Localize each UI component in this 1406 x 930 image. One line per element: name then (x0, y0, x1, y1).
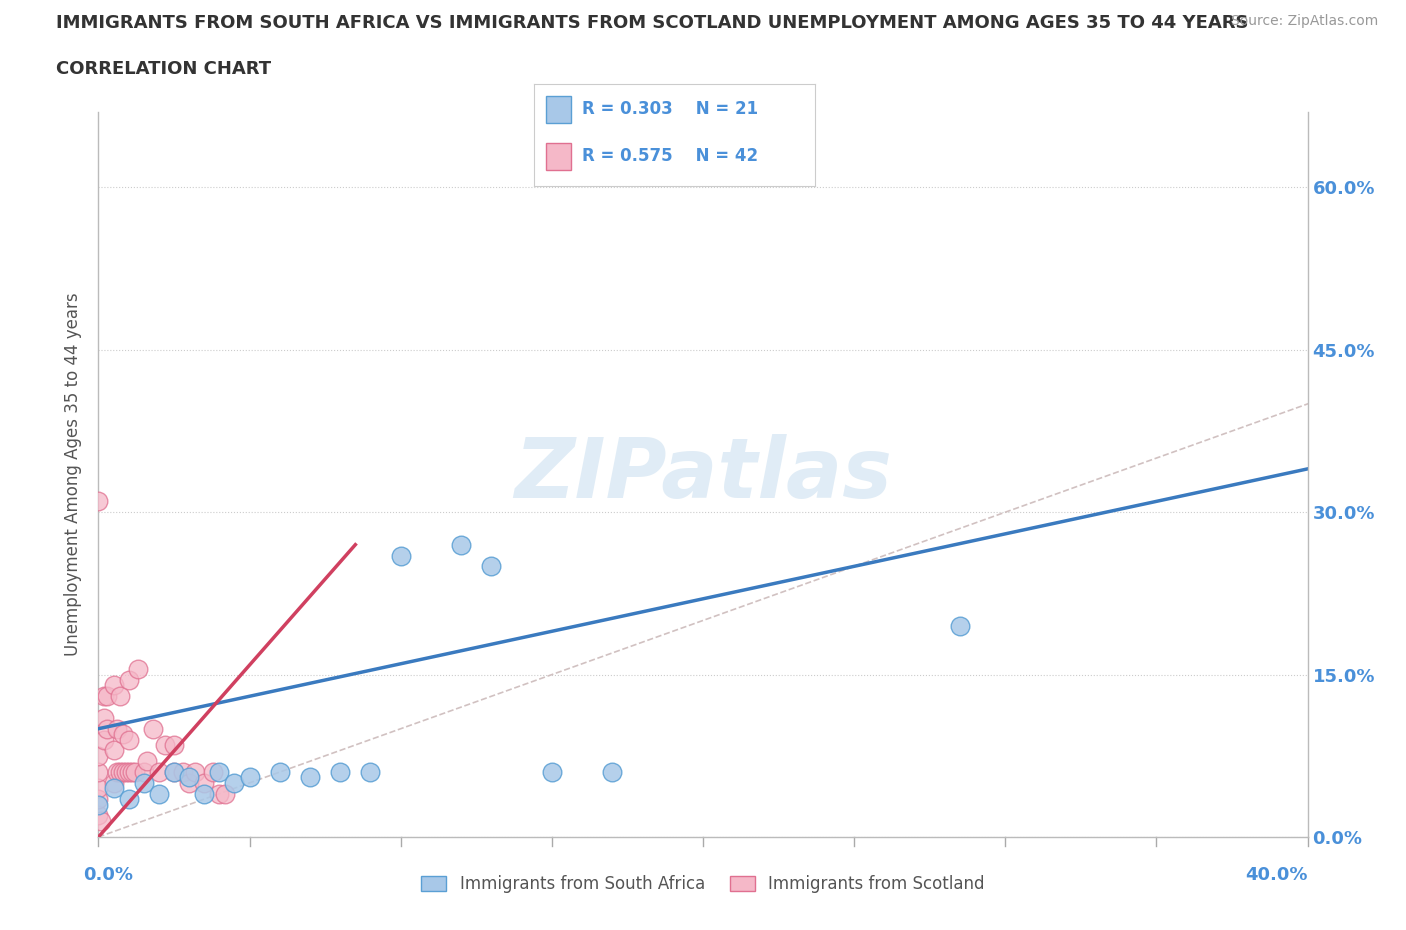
Text: CORRELATION CHART: CORRELATION CHART (56, 60, 271, 78)
South Africa (329, 764, 352, 779)
South Africa (602, 764, 624, 779)
Scotland (193, 776, 215, 790)
Text: IMMIGRANTS FROM SOUTH AFRICA VS IMMIGRANTS FROM SCOTLAND UNEMPLOYMENT AMONG AGES: IMMIGRANTS FROM SOUTH AFRICA VS IMMIGRAN… (56, 14, 1249, 32)
South Africa (118, 791, 141, 806)
Y-axis label: Unemployment Among Ages 35 to 44 years: Unemployment Among Ages 35 to 44 years (65, 293, 83, 656)
Scotland (172, 764, 194, 779)
South Africa (224, 776, 246, 790)
Bar (546, 96, 571, 123)
Scotland (118, 764, 141, 779)
South Africa (163, 764, 186, 779)
Scotland (93, 711, 115, 725)
South Africa (148, 786, 170, 801)
Scotland (87, 494, 110, 509)
Scotland (87, 764, 110, 779)
South Africa (208, 764, 231, 779)
Scotland (96, 689, 118, 704)
Text: 40.0%: 40.0% (1246, 866, 1308, 884)
Scotland (96, 722, 118, 737)
Scotland (87, 808, 110, 823)
Scotland (124, 764, 146, 779)
South Africa (481, 559, 503, 574)
Scotland (163, 737, 186, 752)
South Africa (193, 786, 215, 801)
Scotland (105, 722, 128, 737)
South Africa (132, 776, 155, 790)
Scotland (108, 689, 131, 704)
Scotland (87, 791, 110, 806)
Scotland (153, 737, 176, 752)
Scotland (214, 786, 236, 801)
Scotland (87, 749, 110, 764)
Scotland (105, 764, 128, 779)
Scotland (121, 764, 143, 779)
South Africa (269, 764, 291, 779)
Scotland (111, 726, 134, 741)
Text: R = 0.303    N = 21: R = 0.303 N = 21 (582, 100, 758, 118)
Text: ZIPatlas: ZIPatlas (515, 433, 891, 515)
South Africa (239, 770, 262, 785)
Scotland (163, 764, 186, 779)
South Africa (299, 770, 322, 785)
Text: 0.0%: 0.0% (83, 866, 134, 884)
South Africa (179, 770, 201, 785)
Scotland (93, 689, 115, 704)
Text: R = 0.575    N = 42: R = 0.575 N = 42 (582, 147, 758, 166)
Scotland (103, 678, 125, 693)
Scotland (179, 776, 201, 790)
South Africa (360, 764, 382, 779)
Scotland (103, 776, 125, 790)
Scotland (148, 764, 170, 779)
Scotland (108, 764, 131, 779)
Scotland (208, 786, 231, 801)
Legend: Immigrants from South Africa, Immigrants from Scotland: Immigrants from South Africa, Immigrants… (413, 867, 993, 901)
Bar (546, 143, 571, 169)
Scotland (93, 732, 115, 747)
Scotland (118, 672, 141, 687)
Scotland (142, 722, 165, 737)
Scotland (202, 764, 225, 779)
Scotland (135, 754, 157, 769)
Scotland (114, 764, 136, 779)
Text: Source: ZipAtlas.com: Source: ZipAtlas.com (1230, 14, 1378, 28)
Scotland (127, 662, 149, 677)
Scotland (103, 743, 125, 758)
Scotland (184, 764, 207, 779)
South Africa (103, 781, 125, 796)
South Africa (450, 538, 472, 552)
Scotland (118, 732, 141, 747)
Scotland (87, 781, 110, 796)
South Africa (389, 548, 412, 563)
South Africa (540, 764, 562, 779)
Scotland (111, 764, 134, 779)
Scotland (90, 814, 112, 829)
South Africa (949, 618, 972, 633)
Scotland (132, 764, 155, 779)
South Africa (87, 797, 110, 812)
